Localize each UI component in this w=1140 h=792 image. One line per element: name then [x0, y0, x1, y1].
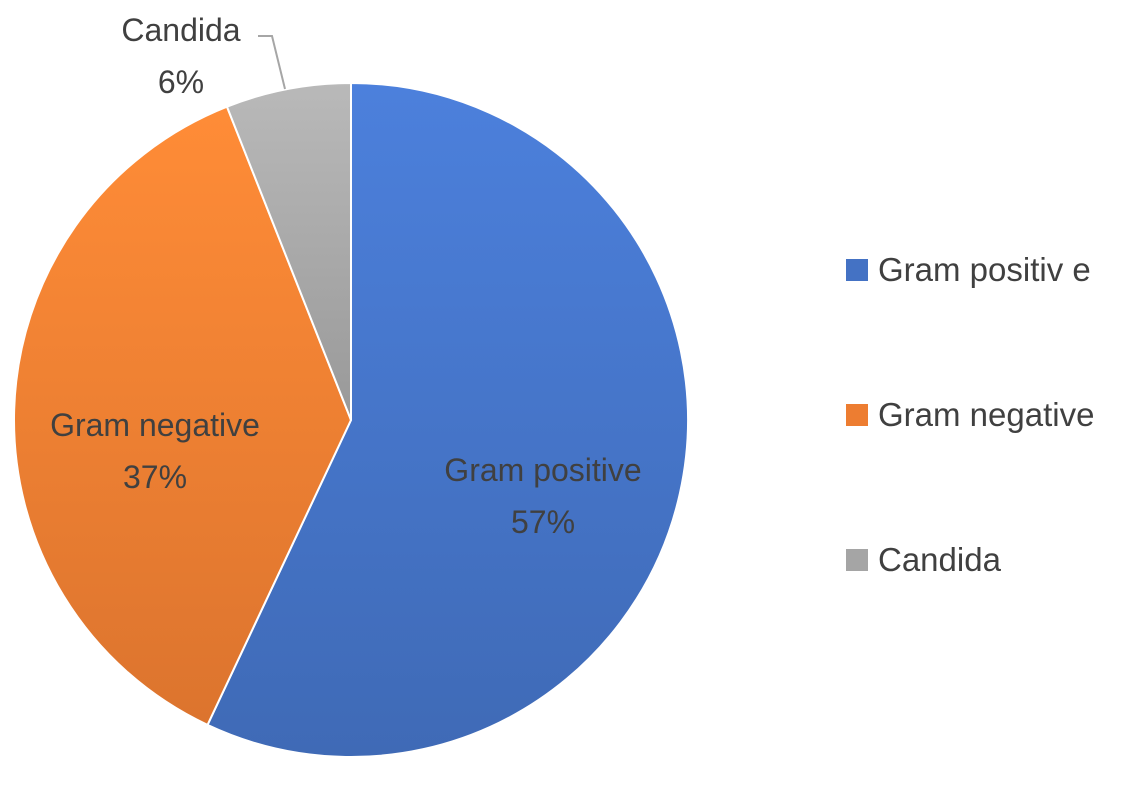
- pie-slice-gram-positive: [206, 81, 689, 758]
- pie-slice-candida: [225, 81, 352, 421]
- data-label-value-gram-positive: 57%: [511, 504, 575, 540]
- pie-slices: [13, 81, 689, 758]
- data-label-value-gram-negative: 37%: [123, 459, 187, 495]
- legend-swatch-candida: [846, 549, 868, 571]
- data-label-name-gram-positive: Gram positive: [444, 452, 641, 488]
- legend-item-candida: Candida: [846, 536, 1094, 584]
- data-label-name-gram-negative: Gram negative: [50, 407, 260, 443]
- legend-swatch-gram-positive: [846, 259, 868, 281]
- leader-line-candida: [258, 35, 286, 90]
- legend-item-gram-positive: Gram positiv e: [846, 246, 1094, 294]
- data-label-value-candida: 6%: [158, 64, 204, 100]
- leader-lines: [258, 35, 286, 90]
- legend-label-candida: Candida: [878, 541, 1001, 578]
- data-label-name-candida: Candida: [121, 12, 240, 48]
- legend-label-gram-positive: Gram positiv e: [878, 251, 1091, 288]
- chart-legend: Gram positiv e Gram negative Candida: [846, 246, 1094, 584]
- legend-item-gram-negative: Gram negative: [846, 391, 1094, 439]
- data-labels: Gram positive 57% Gram negative 37% Candida 6…: [50, 12, 642, 540]
- pie-slice-gram-negative: [13, 105, 353, 727]
- legend-swatch-gram-negative: [846, 404, 868, 426]
- legend-label-gram-negative: Gram negative: [878, 396, 1095, 433]
